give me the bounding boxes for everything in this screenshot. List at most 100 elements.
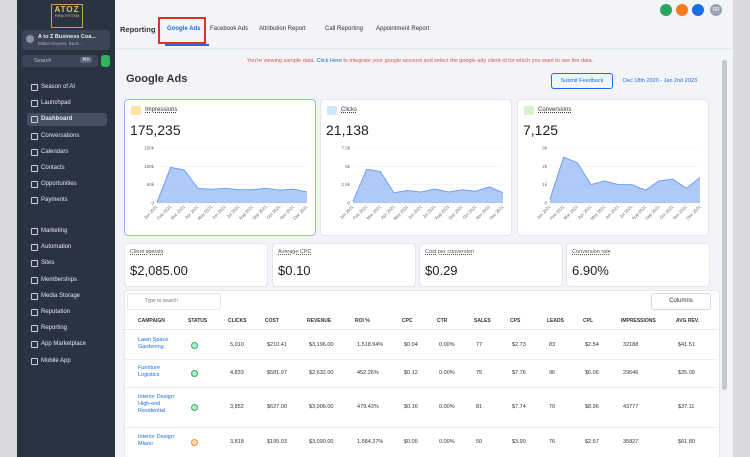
- menu-item[interactable]: Sites: [27, 257, 107, 270]
- menu-item[interactable]: Mobile App: [27, 355, 107, 368]
- column-header[interactable]: CTR: [437, 318, 448, 324]
- table-cell: 4,833: [230, 370, 244, 376]
- x-tick-label: Jun 2021: [407, 204, 423, 220]
- metric-card[interactable]: Clicks 21,138 0 2.5k 5k 7.5k Jan 2021 Feb 2021 M…: [320, 99, 512, 236]
- feedback-button[interactable]: Submit Feedback: [551, 73, 613, 89]
- tab[interactable]: Facebook Ads: [210, 26, 249, 32]
- menu-item[interactable]: Contacts: [27, 162, 107, 175]
- x-tick-label: Sep 2021: [644, 204, 661, 221]
- table-cell: 0.00%: [439, 404, 455, 410]
- avatar[interactable]: RB: [710, 4, 722, 16]
- column-header[interactable]: CPL: [583, 318, 593, 324]
- menu-item[interactable]: Launchpad: [27, 97, 107, 110]
- metric-card[interactable]: Impressions 175,235 0 50k 100k 150k Jan 2021 Fe…: [124, 99, 316, 236]
- metric-icon: [524, 106, 534, 115]
- menu-item[interactable]: Calendars: [27, 146, 107, 159]
- search-box[interactable]: Search ⌘K: [22, 55, 98, 67]
- table-cell: $0.16: [404, 404, 418, 410]
- tab[interactable]: Appointment Report: [376, 26, 430, 32]
- menu-item[interactable]: Dashboard: [27, 113, 107, 127]
- tab-underline: [165, 44, 209, 46]
- metric-card[interactable]: Conversions 7,125 0 1k 2k 3k Jan 2021 Feb 2021 M…: [517, 99, 709, 236]
- stat-card: Client spends $2,085.00: [124, 243, 268, 287]
- tab[interactable]: Call Reporting: [325, 26, 364, 32]
- icon-button[interactable]: [676, 4, 688, 16]
- menu-item[interactable]: Payments: [27, 194, 107, 207]
- column-header[interactable]: CPS: [510, 318, 521, 324]
- account-switcher[interactable]: A to Z Business Coa... Milton Keynes, Bu…: [22, 30, 110, 50]
- menu-label: Automation: [41, 244, 72, 251]
- campaign-name[interactable]: Furniture Logistics: [138, 365, 161, 378]
- table-search[interactable]: Type to search: [127, 293, 221, 310]
- tab[interactable]: Google Ads: [167, 26, 201, 32]
- add-button[interactable]: [101, 55, 110, 67]
- column-header[interactable]: AVG REV.: [676, 318, 700, 324]
- menu-label: Calendars: [41, 148, 69, 155]
- menu-icon: [31, 244, 38, 252]
- column-header[interactable]: CAMPAIGN: [138, 318, 165, 324]
- table-cell: 0.00%: [439, 439, 455, 445]
- menu-icon: [31, 276, 38, 284]
- y-tick-label: 150k: [144, 146, 155, 151]
- menu-item[interactable]: Season of AI: [27, 81, 107, 94]
- table-cell: $3,196.00: [309, 341, 334, 348]
- column-header[interactable]: ROI %: [355, 318, 370, 324]
- stat-label: Conversion rate: [572, 249, 611, 255]
- table-cell: $7.74: [512, 404, 526, 410]
- menu-item[interactable]: Marketing: [27, 225, 107, 238]
- table-cell: $3,006.00: [309, 404, 334, 410]
- icon-button[interactable]: [692, 4, 704, 16]
- menu-item[interactable]: Reputation: [27, 306, 107, 319]
- x-tick-label: Dec 2021: [685, 204, 702, 221]
- menu-icon: [31, 132, 38, 140]
- menu-item[interactable]: Opportunities: [27, 178, 107, 191]
- tab[interactable]: Attribution Report: [259, 26, 306, 32]
- campaign-name[interactable]: Interior Design: High-end Residential: [138, 394, 176, 414]
- stat-value: $0.29: [425, 263, 458, 278]
- column-header[interactable]: CLICKS: [228, 318, 247, 324]
- column-header[interactable]: COST: [265, 318, 279, 324]
- date-range[interactable]: Dec 18th 2020 - Jan 2nd 2023: [623, 78, 698, 84]
- notice-link[interactable]: Click Here: [316, 58, 342, 64]
- column-header[interactable]: CPC: [402, 318, 413, 324]
- menu-label: Memberships: [41, 276, 78, 283]
- menu-icon: [31, 341, 38, 349]
- stat-value: 6.90%: [572, 263, 609, 278]
- stat-label: Client spends: [130, 249, 164, 255]
- column-header[interactable]: STATUS: [188, 318, 208, 324]
- stat-card: Average CPC $0.10: [272, 243, 416, 287]
- menu-label: Opportunities: [41, 181, 77, 188]
- table-cell: $0.04: [404, 341, 418, 348]
- menu-item[interactable]: App Marketplace: [27, 338, 107, 351]
- menu-item[interactable]: Conversations: [27, 130, 107, 143]
- menu-item[interactable]: Media Storage: [27, 290, 107, 303]
- column-header[interactable]: REVENUE: [307, 318, 332, 324]
- menu-item[interactable]: Reporting: [27, 322, 107, 335]
- column-header[interactable]: IMPRESSIONS: [621, 318, 656, 324]
- menu-label: Reputation: [41, 309, 71, 315]
- table-cell: 3,818: [230, 439, 244, 445]
- column-header[interactable]: LEADS: [547, 318, 564, 324]
- table-cell: $7.76: [512, 370, 526, 376]
- section-title: Reporting: [120, 25, 156, 34]
- icon-button[interactable]: [660, 4, 672, 16]
- status-icon: [191, 439, 198, 446]
- menu-icon: [31, 357, 38, 365]
- columns-button[interactable]: Columns: [651, 293, 711, 310]
- y-tick-label: 0: [544, 201, 547, 206]
- table-cell: 479.43%: [357, 404, 379, 410]
- menu-label: Reporting: [41, 325, 68, 332]
- x-tick-label: Dec 2021: [488, 204, 505, 221]
- metric-icon: [327, 106, 337, 115]
- campaign-name[interactable]: Interior Design: Miami: [138, 434, 176, 447]
- table-cell: 1,518.94%: [357, 341, 384, 348]
- y-tick-label: 100k: [144, 164, 155, 169]
- sidebar: ATOZ FIRM SYSTEM A to Z Business Coa... …: [17, 0, 115, 457]
- table-cell: $2.54: [585, 341, 599, 348]
- menu-item[interactable]: Automation: [27, 241, 107, 254]
- campaign-name[interactable]: Lawn Space Gardening: [138, 336, 169, 350]
- menu-item[interactable]: Memberships: [27, 274, 107, 287]
- menu-icon: [31, 165, 38, 172]
- column-header[interactable]: SALES: [474, 318, 491, 324]
